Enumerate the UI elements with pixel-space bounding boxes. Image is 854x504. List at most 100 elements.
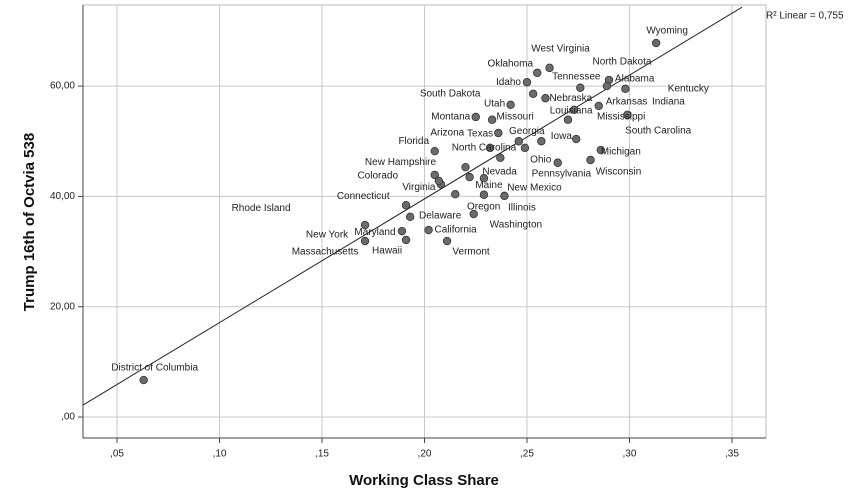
x-tick-label: ,30 — [623, 449, 637, 460]
point — [442, 236, 452, 246]
point — [424, 225, 433, 235]
point-label: Nevada — [482, 167, 517, 178]
point — [397, 226, 407, 236]
point-label: Vermont — [452, 247, 489, 258]
point — [465, 172, 474, 182]
point-label: Idaho — [496, 77, 521, 88]
point — [360, 220, 370, 230]
point-label: Indiana — [652, 96, 685, 107]
point — [434, 176, 444, 186]
point — [553, 158, 562, 167]
point — [479, 173, 489, 183]
y-axis-title: Trump 16th of Octvia 538 — [21, 133, 38, 311]
point-label: Pennsylvania — [532, 168, 592, 179]
point-label: Virginia — [402, 182, 436, 193]
x-tick-label: ,15 — [315, 449, 329, 460]
y-tick-label: ,00 — [61, 412, 75, 423]
point-label: Connecticut — [337, 191, 390, 202]
point — [506, 100, 515, 110]
point — [621, 84, 630, 94]
point-label: Michigan — [601, 147, 641, 158]
point — [569, 105, 579, 115]
point-label: Illinois — [508, 202, 536, 213]
point — [651, 38, 661, 48]
point-label: Arkansas — [606, 97, 648, 108]
point — [514, 137, 523, 146]
x-tick-label: ,35 — [725, 449, 739, 460]
point-label: Maryland — [354, 227, 395, 238]
point — [563, 115, 573, 124]
point — [533, 68, 542, 78]
point-label: Delaware — [419, 210, 462, 221]
point — [586, 155, 595, 165]
point — [469, 209, 478, 219]
point-label: Kentucky — [668, 83, 709, 94]
point — [522, 78, 532, 87]
point-label: West Virginia — [531, 44, 590, 55]
point-label: Wyoming — [646, 26, 688, 37]
point-label: Iowa — [551, 131, 573, 142]
point — [576, 83, 585, 92]
point-label: South Dakota — [420, 88, 481, 99]
point-label: Louisiana — [550, 105, 593, 116]
point-label: Utah — [484, 98, 505, 109]
point-label: Missouri — [497, 111, 534, 122]
point — [528, 89, 538, 99]
point — [485, 143, 495, 153]
point-label: Nebraska — [549, 93, 592, 104]
point-label: Tennessee — [552, 71, 601, 82]
point — [360, 236, 370, 246]
point — [401, 201, 411, 210]
point — [623, 110, 632, 119]
point — [430, 170, 439, 180]
point-label: New Mexico — [507, 182, 562, 193]
point — [596, 145, 605, 155]
point-label: Washington — [490, 220, 542, 231]
point-label: District of Columbia — [111, 363, 198, 374]
point — [471, 112, 480, 122]
y-tick-label: 20,00 — [50, 301, 75, 312]
point-label: Texas — [467, 129, 493, 140]
fit-label: R² Linear = 0,755 — [766, 11, 844, 22]
point — [594, 101, 603, 111]
x-tick-label: ,05 — [110, 449, 124, 460]
point-label: Massachusetts — [292, 247, 359, 258]
point — [602, 81, 612, 91]
point-label: Rhode Island — [232, 203, 291, 214]
point — [451, 189, 460, 199]
fit-line — [82, 6, 743, 406]
point — [405, 212, 415, 222]
point-label: Georgia — [509, 126, 545, 137]
point — [500, 191, 509, 201]
point-label: Alabama — [615, 74, 655, 85]
point-label: Arizona — [430, 128, 464, 139]
point — [479, 190, 489, 199]
point-label: Hawaii — [372, 246, 402, 257]
point-label: California — [434, 225, 477, 236]
point — [537, 137, 546, 146]
point-label: Oklahoma — [487, 58, 533, 69]
point — [520, 143, 530, 153]
point-label: Wisconsin — [596, 167, 642, 178]
point — [401, 235, 411, 245]
point-label: Ohio — [530, 154, 552, 165]
point — [541, 94, 550, 103]
point-label: Maine — [475, 180, 503, 191]
x-axis-title: Working Class Share — [349, 472, 499, 489]
point-label: Montana — [431, 112, 470, 123]
x-tick-label: ,25 — [520, 449, 534, 460]
point-label: North Dakota — [593, 57, 652, 68]
point-label: South Carolina — [625, 126, 692, 137]
x-tick-label: ,10 — [213, 449, 227, 460]
point-label: Colorado — [357, 171, 398, 182]
point-label: Oregon — [467, 202, 500, 213]
point — [430, 146, 439, 156]
point-label: New Hampshire — [365, 157, 437, 168]
point — [139, 375, 148, 385]
point — [545, 63, 554, 73]
y-tick-label: 40,00 — [50, 191, 75, 202]
point-label: North Carolina — [452, 143, 517, 154]
x-tick-label: ,20 — [418, 449, 432, 460]
point-label: Mississippi — [597, 111, 645, 122]
